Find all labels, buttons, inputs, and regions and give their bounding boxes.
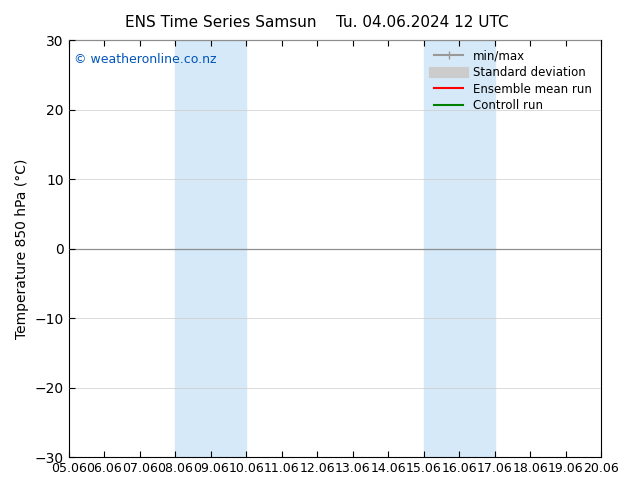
Text: © weatheronline.co.nz: © weatheronline.co.nz bbox=[74, 52, 216, 66]
Text: ENS Time Series Samsun    Tu. 04.06.2024 12 UTC: ENS Time Series Samsun Tu. 04.06.2024 12… bbox=[125, 15, 509, 30]
Bar bbox=[424, 40, 495, 457]
Bar bbox=[175, 40, 246, 457]
Y-axis label: Temperature 850 hPa (°C): Temperature 850 hPa (°C) bbox=[15, 158, 29, 339]
Legend: min/max, Standard deviation, Ensemble mean run, Controll run: min/max, Standard deviation, Ensemble me… bbox=[430, 46, 595, 116]
